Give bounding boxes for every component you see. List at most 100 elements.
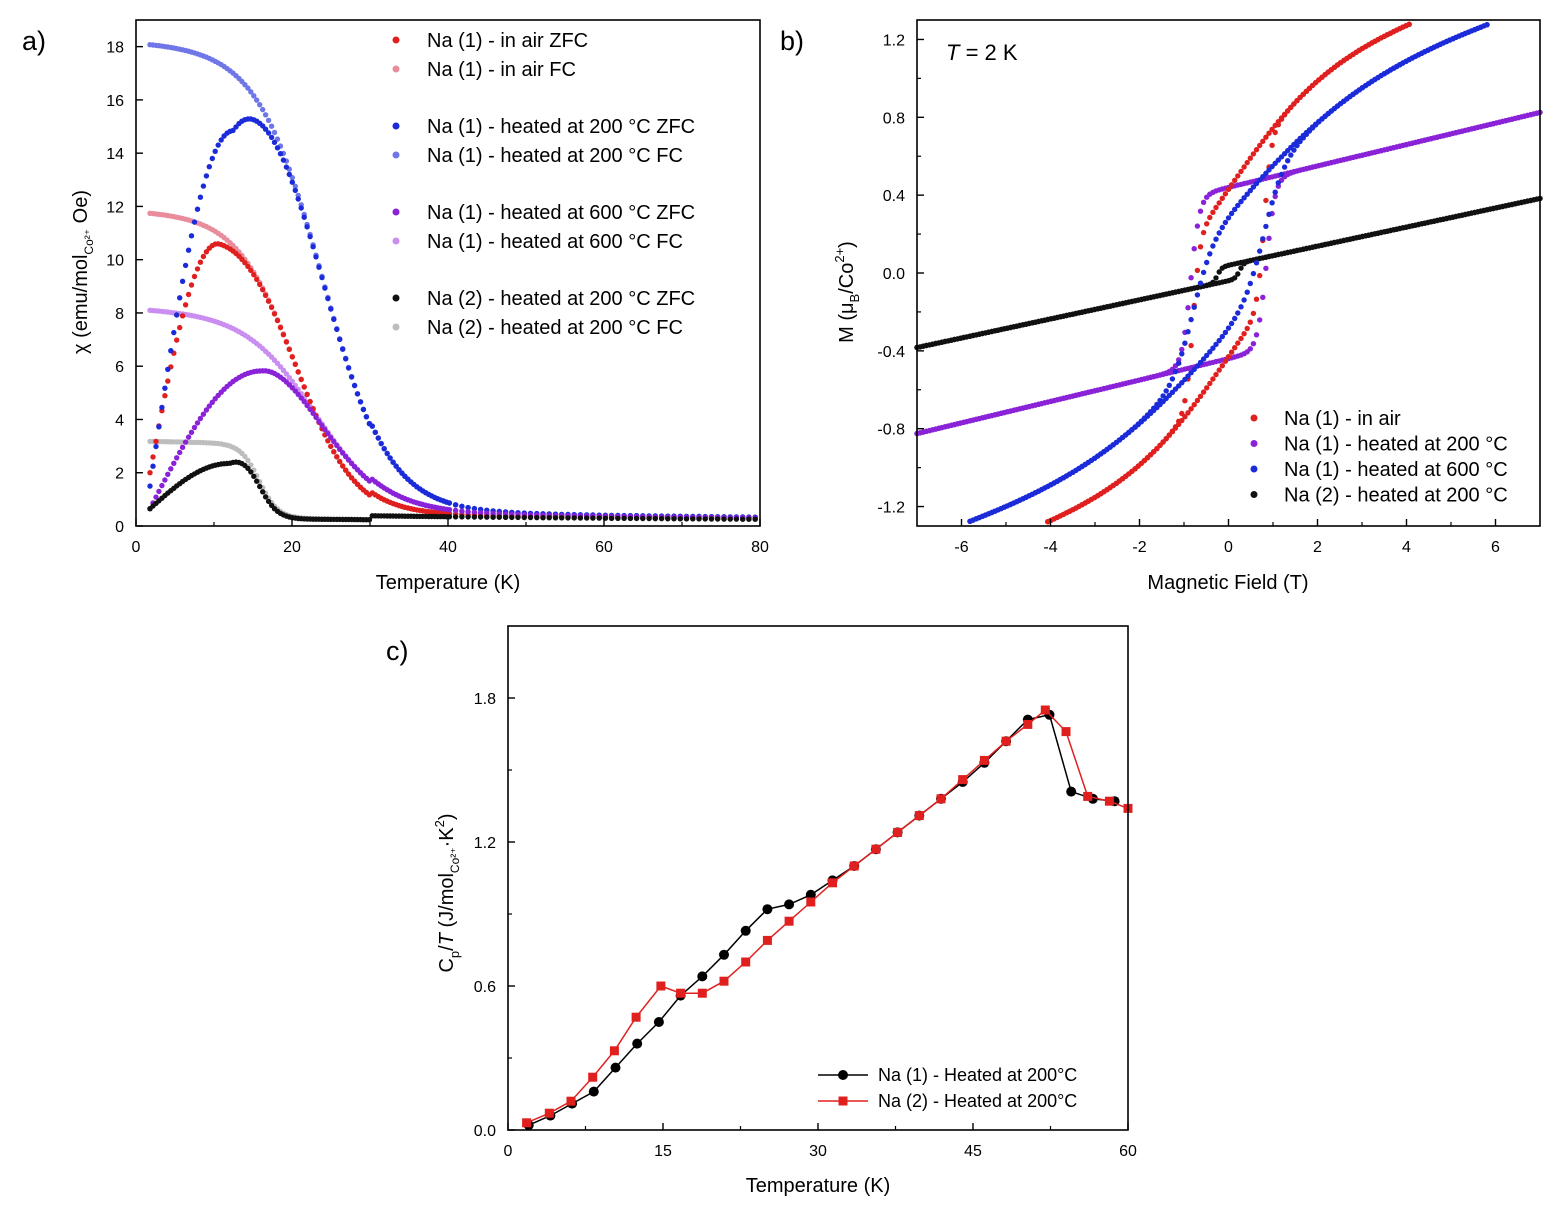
panel-c-data-point bbox=[697, 988, 707, 998]
panel-b-data-point bbox=[1213, 204, 1219, 211]
panel-a-data-point bbox=[165, 366, 171, 372]
panel-b-data-point bbox=[1272, 189, 1278, 195]
panel-b-data-point bbox=[1253, 147, 1260, 153]
panel-b-legend-label: Na (1) - heated at 200 °C bbox=[1284, 434, 1508, 456]
panel-c-ticks: 0 15 30 45 60 0.0 0.6 1.2 1.8 bbox=[474, 691, 1137, 1160]
panel-a-data-point bbox=[185, 291, 192, 298]
panel-b-data-point bbox=[1191, 402, 1197, 408]
panel-c-data-point bbox=[762, 904, 773, 915]
panel-c-x-tick-label: 60 bbox=[1119, 1143, 1137, 1160]
panel-c-data-point bbox=[610, 1062, 621, 1073]
panel-b-legend-marker bbox=[1250, 465, 1258, 473]
panel-a-data-point bbox=[200, 183, 207, 189]
panel-c-data-point bbox=[653, 1017, 664, 1027]
panel-a-data-point bbox=[280, 157, 287, 163]
panel-b-data-point bbox=[1219, 363, 1226, 369]
panel-a-data-point bbox=[185, 247, 192, 253]
panel-c-data-point bbox=[1023, 719, 1033, 729]
panel-a-data-point bbox=[384, 450, 390, 457]
panel-b-legend-marker bbox=[1250, 414, 1258, 422]
panel-a-data-point bbox=[242, 453, 248, 460]
panel-b-data-point bbox=[1185, 410, 1191, 416]
panel-a-data-point bbox=[262, 494, 269, 500]
panel-b-y-tick-label: -0.8 bbox=[877, 422, 905, 439]
panel-b-data-point bbox=[1210, 209, 1216, 215]
panel-b-data-point bbox=[1253, 296, 1260, 302]
panel-a-data-point bbox=[471, 514, 478, 520]
panel-a-data-point bbox=[194, 206, 201, 212]
panel-b-data-point bbox=[1216, 230, 1222, 236]
panel-a-data-point bbox=[156, 424, 162, 430]
panel-a-y-tick-label: 14 bbox=[106, 146, 124, 163]
panel-b-data-point bbox=[1272, 129, 1278, 136]
panel-b-data-point bbox=[1406, 21, 1412, 27]
panel-c-data-point bbox=[828, 878, 837, 888]
panel-a-x-tick-label: 40 bbox=[439, 539, 457, 556]
panel-b-legend: Na (1) - in air Na (1) - heated at 200 °C… bbox=[1250, 408, 1508, 507]
panel-b-data-point bbox=[1179, 346, 1185, 353]
panel-c-y-axis-title: Cp/T (J/molCo²⁺·K2) bbox=[432, 813, 462, 972]
panel-a-legend-label: Na (2) - heated at 200 °C ZFC bbox=[427, 288, 695, 310]
panel-a-data-point bbox=[265, 117, 272, 124]
panel-a-data-point bbox=[677, 516, 683, 522]
panel-a-data-point bbox=[733, 516, 740, 522]
panel-b-data-point bbox=[1166, 432, 1173, 438]
panel-a-legend-label: Na (1) - heated at 600 °C ZFC bbox=[427, 202, 695, 224]
panel-b-ticks: -6 -4 -2 0 2 4 6 -1.2 -0.8 -0.4 0.0 0.4 0.8 1.2 bbox=[877, 32, 1500, 556]
panel-a-ticks: 0 20 40 60 80 0 2 4 6 8 10 12 14 16 18 bbox=[106, 40, 769, 556]
panel-c-y-tick-label: 1.2 bbox=[474, 835, 496, 852]
panel-c-series-line bbox=[528, 713, 1115, 1126]
panel-c-y-tick-label: 0.6 bbox=[474, 979, 496, 996]
panel-b-data-point bbox=[1210, 345, 1216, 351]
panel-a-y-tick-label: 12 bbox=[106, 199, 124, 216]
panel-a-data-point bbox=[446, 500, 453, 506]
panel-b-data-point bbox=[1253, 180, 1260, 187]
panel-a-data-point bbox=[153, 494, 159, 500]
panel-a-y-tick-label: 6 bbox=[115, 359, 124, 376]
panel-a-data-point bbox=[354, 391, 361, 397]
panel-b-data-point bbox=[1172, 425, 1179, 431]
panel-a-y-tick-label: 0 bbox=[115, 519, 124, 536]
panel-c-legend: Na (1) - Heated at 200°C Na (2) - Heated … bbox=[818, 1065, 1077, 1111]
panel-a-data-point bbox=[265, 130, 272, 136]
panel-c-data-point bbox=[871, 844, 881, 854]
panel-c-data-point bbox=[914, 811, 924, 821]
panel-a: a) 0 20 40 60 80 0 2 4 6 8 10 12 14 16 18 Na (1) - in … bbox=[22, 19, 769, 594]
panel-a-data-point bbox=[340, 346, 346, 352]
panel-a-data-point bbox=[477, 510, 484, 516]
panel-b-data-point bbox=[1191, 246, 1197, 252]
panel-b-data-point bbox=[1260, 236, 1266, 242]
panel-c-x-tick-label: 45 bbox=[964, 1143, 982, 1160]
panel-a-data-point bbox=[245, 263, 251, 270]
panel-a-data-point bbox=[304, 402, 310, 409]
panel-b-data-point bbox=[1204, 259, 1210, 266]
panel-a-data-point bbox=[337, 458, 343, 465]
panel-a-data-point bbox=[702, 516, 708, 522]
panel-a-data-point bbox=[179, 313, 186, 319]
panel-a-data-point bbox=[254, 97, 260, 103]
panel-b-data-point bbox=[1275, 122, 1282, 128]
panel-b-data-point bbox=[1182, 340, 1188, 346]
panel-a-data-point bbox=[251, 93, 257, 99]
panel-b-data-point bbox=[1253, 260, 1260, 266]
panel-a-data-point bbox=[274, 145, 281, 151]
panel-a-data-point bbox=[153, 443, 159, 450]
panel-a-data-point bbox=[387, 455, 393, 461]
panel-a-data-point bbox=[265, 298, 272, 304]
panel-b-data-point bbox=[1197, 280, 1204, 286]
panel-b-y-tick-label: -0.4 bbox=[877, 344, 905, 361]
panel-a-data-point bbox=[168, 348, 174, 354]
panel-b-data-point bbox=[1204, 352, 1210, 359]
panel-a-data-point bbox=[245, 457, 251, 463]
panel-a-data-point bbox=[174, 455, 180, 461]
panel-a-data-point bbox=[251, 473, 257, 479]
panel-b-data-point bbox=[1188, 406, 1194, 412]
panel-a-data-point bbox=[708, 516, 715, 522]
panel-a-data-point bbox=[372, 429, 378, 435]
panel-a-data-point bbox=[260, 106, 266, 113]
panel-a-data-point bbox=[331, 438, 337, 445]
panel-c-legend-label: Na (1) - Heated at 200°C bbox=[878, 1065, 1077, 1085]
panel-b-legend-marker bbox=[1250, 440, 1258, 447]
panel-a-data-point bbox=[740, 516, 746, 522]
panel-a-y-tick-label: 2 bbox=[115, 466, 124, 483]
